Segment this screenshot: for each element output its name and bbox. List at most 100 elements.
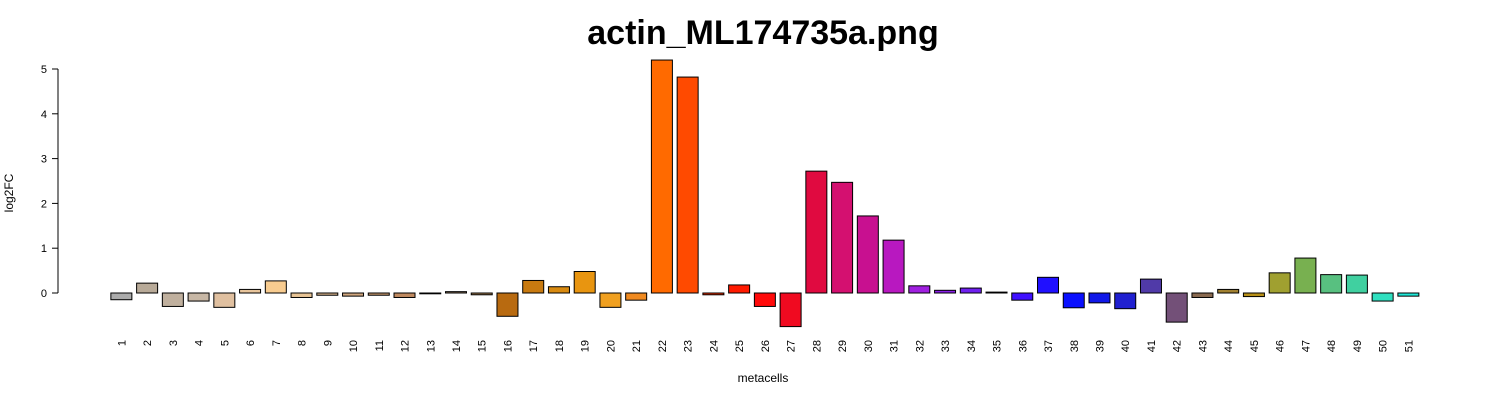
- bar-metacell-24: [702, 292, 725, 296]
- x-tick-label: 2: [142, 340, 154, 346]
- x-tick-label: 50: [1378, 340, 1390, 352]
- x-tick-label: 32: [914, 340, 926, 352]
- bar-metacell-1: [110, 292, 133, 301]
- bar-metacell-13: [419, 292, 442, 295]
- bar-metacell-41: [1139, 278, 1162, 294]
- bar-metacell-26: [753, 292, 776, 307]
- y-tick-label: 1: [41, 243, 47, 255]
- bar-metacell-25: [728, 284, 751, 294]
- bar-metacell-2: [136, 282, 159, 294]
- bar-metacell-35: [985, 291, 1008, 294]
- x-tick-label: 35: [992, 340, 1004, 352]
- bar-metacell-6: [239, 288, 262, 294]
- x-tick-label: 10: [348, 340, 360, 352]
- bar-metacell-47: [1294, 257, 1317, 294]
- bar-metacell-5: [213, 292, 236, 308]
- x-tick-label: 4: [194, 340, 206, 346]
- x-tick-label: 26: [760, 340, 772, 352]
- x-tick-label: 40: [1120, 340, 1132, 352]
- x-tick-label: 36: [1017, 340, 1029, 352]
- x-tick-label: 25: [734, 340, 746, 352]
- bar-metacell-28: [805, 170, 828, 294]
- x-tick-label: 12: [400, 340, 412, 352]
- bar-metacell-20: [599, 292, 622, 308]
- bar-metacell-43: [1191, 292, 1214, 298]
- bar-metacell-33: [934, 289, 957, 294]
- x-tick-label: 5: [219, 340, 231, 346]
- x-tick-label: 21: [631, 340, 643, 352]
- bar-metacell-51: [1397, 292, 1420, 297]
- x-tick-label: 29: [837, 340, 849, 352]
- bar-metacell-12: [393, 292, 416, 298]
- x-tick-label: 7: [271, 340, 283, 346]
- x-tick-label: 8: [297, 340, 309, 346]
- x-tick-label: 19: [580, 340, 592, 352]
- x-tick-label: 18: [554, 340, 566, 352]
- bar-metacell-36: [1011, 292, 1034, 301]
- x-tick-label: 33: [940, 340, 952, 352]
- x-tick-label: 42: [1172, 340, 1184, 352]
- bar-metacell-45: [1242, 292, 1265, 298]
- bar-metacell-9: [316, 292, 339, 296]
- bar-metacell-39: [1088, 292, 1111, 304]
- x-tick-label: 15: [477, 340, 489, 352]
- x-tick-label: 22: [657, 340, 669, 352]
- x-tick-label: 44: [1223, 340, 1235, 352]
- bar-metacell-15: [470, 292, 493, 296]
- x-tick-label: 28: [811, 340, 823, 352]
- bar-metacell-23: [676, 76, 699, 294]
- bar-metacell-50: [1371, 292, 1394, 302]
- bar-metacell-16: [496, 292, 519, 317]
- x-tick-label: 43: [1197, 340, 1209, 352]
- x-tick-labels: 1 2 3 4 5 6 7 8 9 10 11 12 13 14 15 16 17 18 19 20 21 22 23 24 2…: [116, 340, 1415, 352]
- x-tick-label: 31: [889, 340, 901, 352]
- bar-metacell-21: [625, 292, 648, 301]
- bar-metacell-10: [342, 292, 365, 297]
- x-tick-label: 17: [528, 340, 540, 352]
- bar-metacell-38: [1062, 292, 1085, 309]
- bars-group: [110, 59, 1420, 328]
- x-tick-label: 34: [966, 340, 978, 352]
- x-tick-label: 38: [1069, 340, 1081, 352]
- bar-metacell-8: [290, 292, 313, 298]
- bar-metacell-34: [959, 287, 982, 294]
- x-tick-label: 1: [116, 340, 128, 346]
- bar-metacell-48: [1320, 274, 1343, 294]
- bar-metacell-44: [1217, 288, 1240, 294]
- x-tick-label: 27: [786, 340, 798, 352]
- y-axis-label: log2FC: [2, 173, 16, 212]
- x-tick-label: 41: [1146, 340, 1158, 352]
- x-tick-label: 3: [168, 340, 180, 346]
- bar-metacell-46: [1268, 272, 1291, 294]
- bar-metacell-11: [367, 292, 390, 296]
- bar-metacell-14: [444, 291, 467, 294]
- x-tick-label: 20: [605, 340, 617, 352]
- x-tick-label: 24: [708, 340, 720, 352]
- x-tick-label: 11: [374, 340, 386, 351]
- x-tick-label: 13: [425, 340, 437, 352]
- x-tick-label: 39: [1094, 340, 1106, 352]
- x-axis-label: metacells: [738, 371, 789, 385]
- bar-metacell-19: [573, 271, 596, 294]
- bar-metacell-37: [1037, 276, 1060, 294]
- x-tick-label: 51: [1403, 340, 1415, 352]
- x-tick-label: 23: [683, 340, 695, 352]
- y-tick-label: 5: [41, 64, 47, 76]
- x-tick-label: 48: [1326, 340, 1338, 352]
- bar-metacell-42: [1165, 292, 1188, 323]
- bar-metacell-17: [522, 279, 545, 294]
- bar-metacell-18: [547, 286, 570, 294]
- x-tick-label: 47: [1300, 340, 1312, 352]
- y-tick-label: 2: [41, 198, 47, 210]
- bar-metacell-31: [882, 239, 905, 294]
- bar-metacell-22: [650, 59, 673, 294]
- y-tick-label: 4: [41, 109, 47, 121]
- bar-metacell-27: [779, 292, 802, 328]
- x-tick-label: 37: [1043, 340, 1055, 352]
- x-tick-label: 9: [322, 340, 334, 346]
- bar-metacell-7: [264, 280, 287, 294]
- bar-metacell-49: [1345, 274, 1368, 294]
- x-tick-label: 46: [1275, 340, 1287, 352]
- x-tick-label: 49: [1352, 340, 1364, 352]
